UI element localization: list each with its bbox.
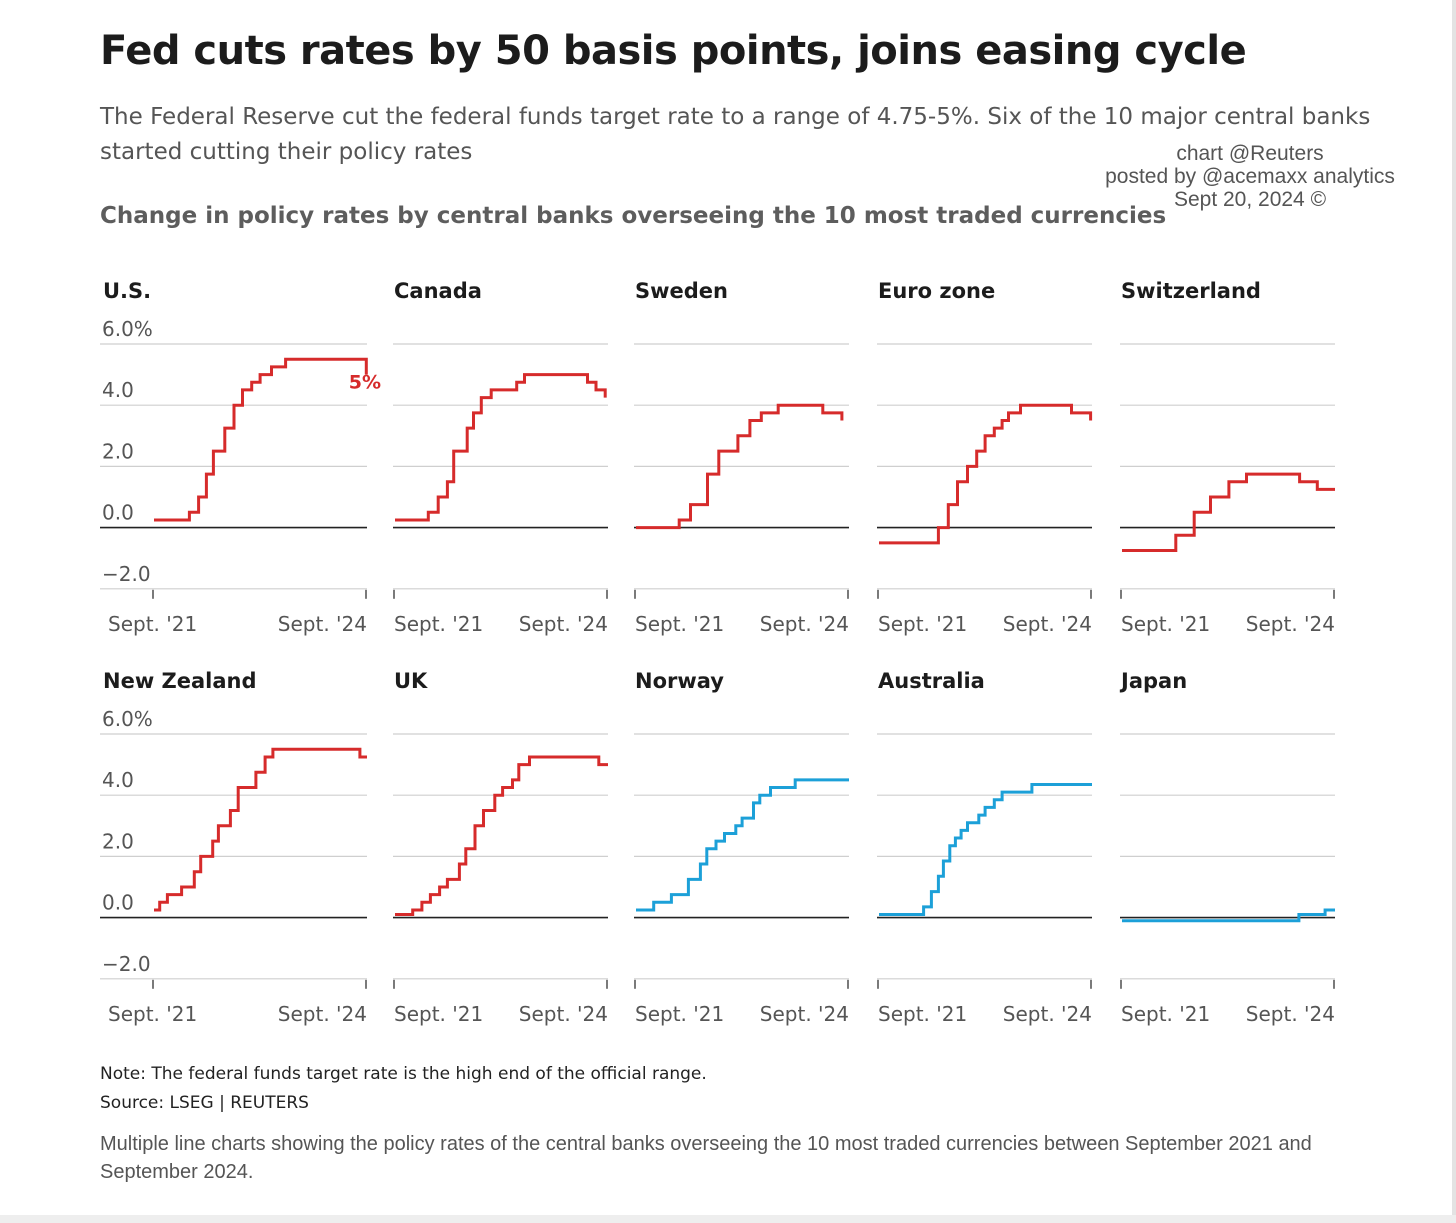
series-line-new-zealand <box>154 747 367 912</box>
x-tick-label: Sept. '24 <box>760 612 849 636</box>
x-tick-label: Sept. '24 <box>278 612 367 636</box>
panel-title-u-s: U.S. <box>103 279 151 303</box>
chart-title: Change in policy rates by central banks … <box>100 203 1167 229</box>
y-tick-label: 0.0 <box>102 891 134 915</box>
credit-line-3: Sept 20, 2024 © <box>1173 188 1327 211</box>
x-tick-label: Sept. '21 <box>1121 612 1210 636</box>
y-tick-label: 0.0 <box>102 501 134 525</box>
x-tick-label: Sept. '24 <box>1003 612 1092 636</box>
panel-title-norway: Norway <box>635 669 724 693</box>
panel-title-canada: Canada <box>394 279 482 303</box>
page-edge-strip <box>1452 0 1456 1223</box>
series-line-switzerland <box>1122 472 1335 552</box>
x-tick-label: Sept. '21 <box>878 1002 967 1026</box>
x-tick-label: Sept. '21 <box>1121 1002 1210 1026</box>
panel-title-australia: Australia <box>878 669 985 693</box>
subtitle: The Federal Reserve cut the federal fund… <box>100 100 1371 170</box>
footnote: Note: The federal funds target rate is t… <box>100 1064 707 1084</box>
y-tick-label: 4.0 <box>102 378 134 402</box>
x-tick-label: Sept. '24 <box>519 612 608 636</box>
alt-caption: Multiple line charts showing the policy … <box>100 1133 1312 1183</box>
subtitle-line-1: The Federal Reserve cut the federal fund… <box>100 104 1371 130</box>
x-tick-label: Sept. '21 <box>394 612 483 636</box>
page-bottom-strip <box>0 1215 1456 1223</box>
series-line-uk <box>395 755 608 916</box>
y-tick-label: 6.0% <box>102 707 153 731</box>
x-tick-label: Sept. '21 <box>878 612 967 636</box>
series-line-u-s <box>154 357 368 522</box>
series-line-japan <box>1122 908 1335 923</box>
credit-line-1: chart @Reuters <box>1176 142 1324 165</box>
x-tick-label: Sept. '24 <box>1246 612 1335 636</box>
series-line-canada <box>395 373 607 522</box>
panel-title-uk: UK <box>394 669 428 693</box>
x-tick-label: Sept. '24 <box>1003 1002 1092 1026</box>
source-line: Source: LSEG | REUTERS <box>100 1093 309 1113</box>
panel-title-new-zealand: New Zealand <box>103 669 257 693</box>
x-tick-label: Sept. '24 <box>519 1002 608 1026</box>
panel-title-euro-zone: Euro zone <box>878 279 995 303</box>
panel-title-japan: Japan <box>1119 669 1187 693</box>
subtitle-line-2: started cutting their policy rates <box>100 139 473 165</box>
x-tick-label: Sept. '21 <box>108 612 197 636</box>
headline: Fed cuts rates by 50 basis points, joins… <box>100 28 1247 74</box>
x-tick-label: Sept. '21 <box>108 1002 197 1026</box>
x-tick-label: Sept. '21 <box>635 612 724 636</box>
y-tick-label: −2.0 <box>102 562 151 586</box>
series-line-euro-zone <box>879 403 1093 545</box>
y-tick-label: 4.0 <box>102 768 134 792</box>
y-tick-label: 2.0 <box>102 829 134 853</box>
credit-stamp: chart @Reuters posted by @acemaxx analyt… <box>1060 142 1440 211</box>
panel-title-sweden: Sweden <box>635 279 728 303</box>
panel-title-switzerland: Switzerland <box>1121 279 1261 303</box>
series-line-australia <box>879 783 1092 916</box>
y-tick-label: −2.0 <box>102 952 151 976</box>
x-tick-label: Sept. '21 <box>394 1002 483 1026</box>
x-tick-label: Sept. '21 <box>635 1002 724 1026</box>
series-line-sweden <box>636 403 844 530</box>
x-tick-label: Sept. '24 <box>1246 1002 1335 1026</box>
y-tick-label: 6.0% <box>102 317 153 341</box>
y-tick-label: 2.0 <box>102 439 134 463</box>
credit-line-2: posted by @acemaxx analytics <box>1105 165 1395 188</box>
x-tick-label: Sept. '24 <box>760 1002 849 1026</box>
end-value-label: 5% <box>349 372 381 394</box>
series-line-norway <box>636 778 849 912</box>
x-tick-label: Sept. '24 <box>278 1002 367 1026</box>
